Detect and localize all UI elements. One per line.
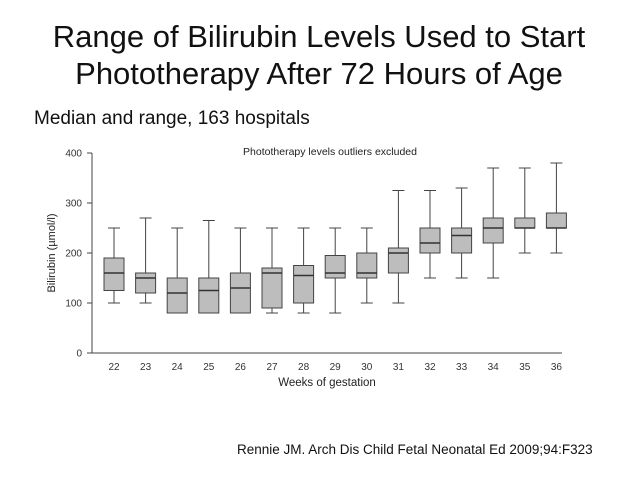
y-axis-label: Bilirubin (µmol/l) bbox=[46, 213, 58, 292]
y-tick-label: 0 bbox=[76, 349, 82, 360]
x-tick-label: 24 bbox=[172, 362, 184, 373]
iqr-box bbox=[514, 217, 536, 229]
box-week-24 bbox=[166, 227, 188, 314]
box-week-22 bbox=[103, 227, 125, 304]
x-axis-label: Weeks of gestation bbox=[278, 377, 376, 389]
iqr-box bbox=[356, 252, 378, 279]
iqr-box bbox=[451, 227, 473, 254]
x-tick-label: 22 bbox=[108, 362, 120, 373]
y-tick-label: 400 bbox=[65, 149, 82, 160]
x-tick-label: 29 bbox=[330, 362, 342, 373]
box-week-36 bbox=[545, 162, 567, 254]
box-week-25 bbox=[198, 220, 220, 314]
chart-title: Phototherapy levels outliers excluded bbox=[243, 146, 417, 158]
box-week-34 bbox=[482, 167, 504, 279]
x-tick-label: 32 bbox=[424, 362, 436, 373]
x-tick-label: 31 bbox=[393, 362, 405, 373]
iqr-box bbox=[293, 265, 315, 304]
iqr-box bbox=[229, 272, 251, 314]
slide-title: Range of Bilirubin Levels Used to Start … bbox=[0, 18, 638, 92]
iqr-box bbox=[419, 227, 441, 254]
y-tick-label: 300 bbox=[65, 199, 82, 210]
iqr-box bbox=[261, 267, 283, 309]
box-week-31 bbox=[387, 190, 409, 304]
x-tick-label: 35 bbox=[519, 362, 531, 373]
box-week-30 bbox=[356, 227, 378, 304]
iqr-box bbox=[103, 257, 125, 291]
iqr-box bbox=[166, 277, 188, 314]
box-week-26 bbox=[229, 227, 251, 314]
iqr-box bbox=[387, 247, 409, 274]
x-tick-label: 25 bbox=[203, 362, 215, 373]
x-tick-label: 34 bbox=[488, 362, 500, 373]
x-tick-label: 36 bbox=[551, 362, 563, 373]
iqr-box bbox=[545, 212, 567, 229]
slide-title-line-2: Phototherapy After 72 Hours of Age bbox=[75, 56, 563, 91]
y-tick-label: 100 bbox=[65, 299, 82, 310]
x-tick-label: 28 bbox=[298, 362, 310, 373]
slide-subtitle: Median and range, 163 hospitals bbox=[34, 108, 310, 129]
iqr-box bbox=[482, 217, 504, 244]
x-tick-label: 33 bbox=[456, 362, 468, 373]
box-week-23 bbox=[135, 217, 157, 304]
x-tick-label: 26 bbox=[235, 362, 247, 373]
box-week-35 bbox=[514, 167, 536, 254]
citation: Rennie JM. Arch Dis Child Fetal Neonatal… bbox=[237, 442, 593, 457]
x-tick-label: 23 bbox=[140, 362, 152, 373]
slide-title-line-1: Range of Bilirubin Levels Used to Start bbox=[52, 19, 586, 54]
iqr-box bbox=[135, 272, 157, 294]
iqr-box bbox=[324, 255, 346, 279]
y-tick-label: 200 bbox=[65, 249, 82, 260]
iqr-box bbox=[198, 277, 220, 314]
box-week-32 bbox=[419, 190, 441, 279]
box-week-28 bbox=[293, 227, 315, 314]
box-week-29 bbox=[324, 227, 346, 314]
x-tick-label: 30 bbox=[361, 362, 373, 373]
box-week-33 bbox=[451, 187, 473, 279]
box-week-27 bbox=[261, 227, 283, 314]
x-tick-label: 27 bbox=[266, 362, 278, 373]
